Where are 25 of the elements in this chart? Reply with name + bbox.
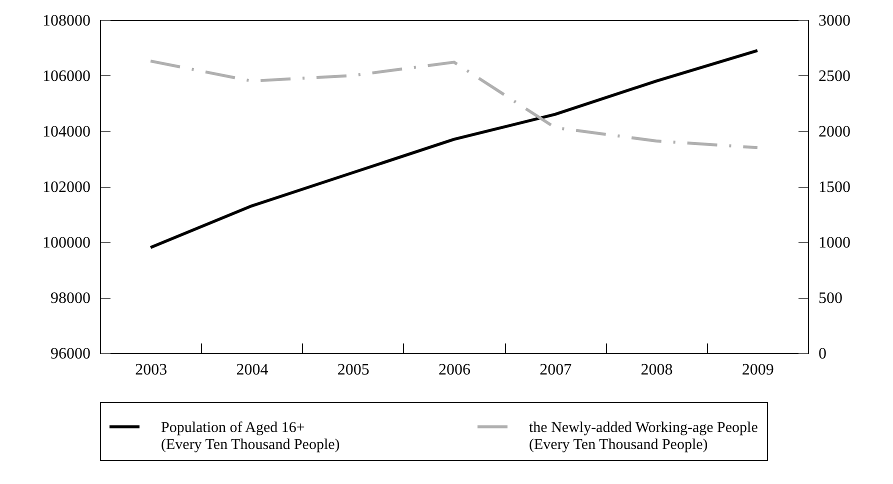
y-tick-label: 108000	[42, 12, 90, 30]
x-tick-label: 2005	[337, 362, 370, 378]
y2-tick-label: 0	[818, 346, 826, 362]
y-tick-label: 106000	[42, 68, 90, 85]
x-tick-label: 2004	[236, 362, 268, 378]
y2-tick-label: 500	[818, 290, 842, 307]
legend-label: the Newly-added Working-age People (Every Ten Thousand People)	[529, 420, 758, 453]
x-tick-label: 2009	[742, 362, 774, 378]
x-tick-label: 2007	[540, 362, 572, 378]
y2-tick-label: 1000	[818, 234, 850, 252]
x-tick-label: 2008	[640, 362, 673, 378]
line-series	[149, 60, 759, 150]
legend-label: Population of Aged 16+ (Every Ten Thousand People)	[161, 420, 340, 453]
y2-tick-label: 2000	[818, 124, 850, 140]
y-tick-label: 102000	[42, 179, 90, 196]
y-tick-label: 98000	[50, 290, 90, 307]
y-tick-label: 96000	[50, 346, 90, 362]
y-tick-label: 100000	[42, 234, 90, 252]
y2-tick-label: 3000	[818, 12, 850, 30]
y-tick-label: 104000	[42, 124, 90, 140]
line-series	[149, 49, 759, 250]
x-tick-label: 2003	[135, 362, 168, 378]
y2-tick-label: 2500	[818, 68, 850, 85]
x-tick-label: 2006	[438, 362, 470, 378]
y2-tick-label: 1500	[818, 179, 850, 196]
